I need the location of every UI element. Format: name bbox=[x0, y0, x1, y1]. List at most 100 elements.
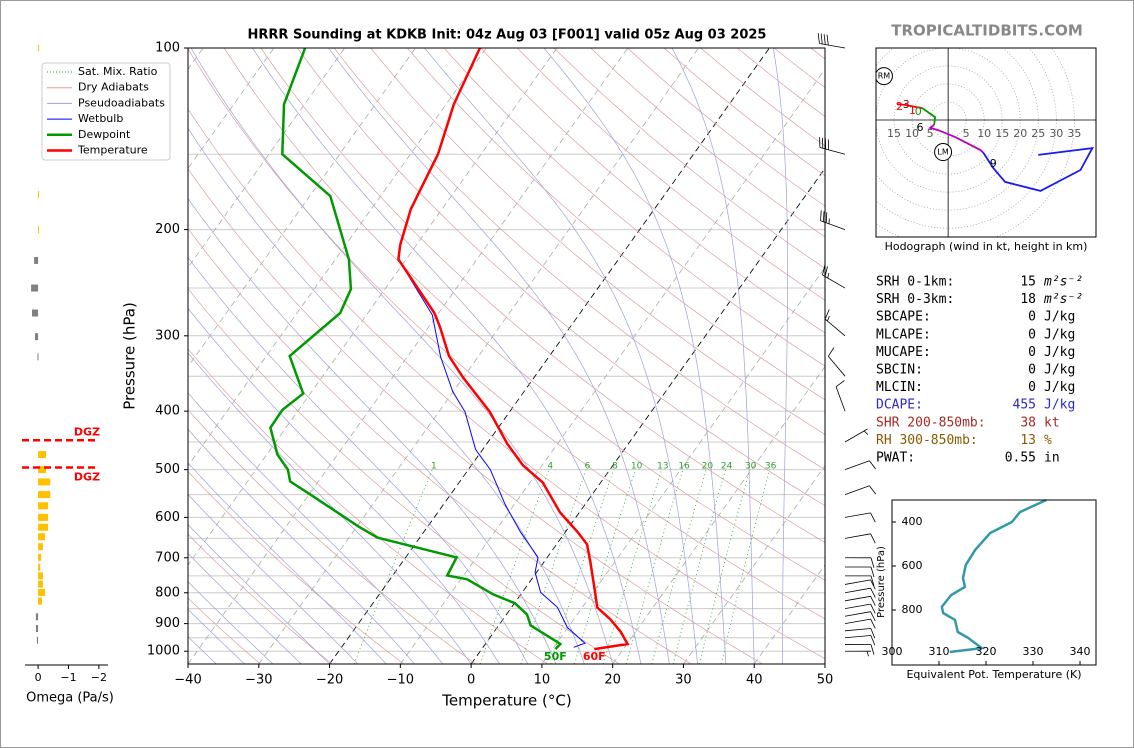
plot-area: 1 4 6 8 10 13 16 20 24 30 36 bbox=[188, 48, 825, 664]
theta-e-line bbox=[940, 498, 1047, 654]
mixing-ratio-line bbox=[721, 469, 770, 664]
x-tick-label: 30 bbox=[675, 673, 692, 688]
watermark: TROPICALTIDBITS.COM bbox=[891, 22, 1083, 40]
dry-adiabat bbox=[188, 168, 763, 664]
height-label: 9 bbox=[990, 157, 997, 170]
hodograph-line bbox=[921, 107, 937, 126]
stat-label: SHR 200-850mb: bbox=[876, 415, 986, 430]
legend-label: Sat. Mix. Ratio bbox=[78, 65, 158, 78]
omega-bar bbox=[38, 533, 46, 541]
pseudoadiabat bbox=[543, 48, 727, 664]
dry-adiabat bbox=[260, 48, 825, 544]
pseudoadiabat bbox=[188, 462, 387, 664]
omega-bar bbox=[38, 451, 46, 459]
storm-motion-label: LM bbox=[937, 148, 948, 157]
omega-bar bbox=[38, 466, 46, 474]
pseudoadiabat bbox=[188, 552, 302, 664]
mixing-ratio-line bbox=[602, 469, 663, 664]
surface-label: 60F bbox=[583, 650, 606, 663]
isotherm bbox=[188, 48, 275, 170]
dry-adiabat bbox=[480, 48, 825, 334]
x-tick-label: −40 bbox=[174, 673, 201, 688]
wind-barb bbox=[835, 380, 846, 412]
omega-bar bbox=[38, 580, 43, 588]
x-tick-label: 10 bbox=[534, 673, 551, 688]
ring-label: 15 bbox=[887, 127, 901, 140]
stat-unit: J/kg bbox=[1044, 363, 1075, 378]
wind-barb bbox=[844, 587, 876, 598]
stat-label: PWAT: bbox=[876, 451, 915, 466]
pseudoadiabat bbox=[671, 48, 755, 664]
legend-box bbox=[41, 62, 171, 161]
dry-adiabat bbox=[407, 48, 825, 401]
x-tick-label: 50 bbox=[817, 673, 834, 688]
stat-value: 0 bbox=[1028, 310, 1036, 325]
omega-bar bbox=[38, 523, 49, 531]
x-tick-label: −30 bbox=[245, 673, 272, 688]
x-tick-label: 320 bbox=[976, 645, 997, 658]
storm-motion-marker bbox=[934, 143, 953, 162]
x-tick-label: 20 bbox=[604, 673, 621, 688]
wind-barb bbox=[844, 611, 876, 622]
ring-label: 20 bbox=[1013, 127, 1027, 140]
stat-value: 13 bbox=[1020, 433, 1036, 448]
wind-barb bbox=[817, 33, 846, 49]
pseudoadiabat bbox=[188, 581, 274, 664]
pseudoadiabat bbox=[188, 608, 245, 664]
dry-adiabat bbox=[517, 48, 825, 301]
mixing-ratio-label: 30 bbox=[745, 461, 757, 471]
omega-bar bbox=[35, 613, 39, 621]
wind-barb bbox=[819, 137, 846, 155]
stat-value: 0 bbox=[1028, 363, 1036, 378]
x-tick-label: 40 bbox=[746, 673, 763, 688]
stat-unit: J/kg bbox=[1044, 380, 1075, 395]
storm-motion-marker bbox=[876, 67, 893, 86]
pseudoadiabat bbox=[772, 48, 788, 664]
y-tick-label: 600 bbox=[155, 510, 180, 525]
stat-unit: J/kg bbox=[1044, 345, 1075, 360]
omega-bar bbox=[38, 588, 46, 596]
omega-bar bbox=[38, 44, 40, 52]
height-label: 1 bbox=[909, 104, 916, 117]
hodograph-caption: Hodograph (wind in kt, height in km) bbox=[885, 240, 1088, 253]
stat-unit: J/kg bbox=[1044, 398, 1075, 413]
stat-label: SBCAPE: bbox=[876, 310, 931, 325]
omega-bar bbox=[38, 597, 43, 605]
mixing-ratio-label: 1 bbox=[431, 461, 437, 471]
pseudoadiabat bbox=[188, 428, 415, 664]
dry-adiabat bbox=[188, 348, 548, 664]
stat-unit: J/kg bbox=[1044, 310, 1075, 325]
dry-adiabat bbox=[223, 48, 825, 581]
omega-bar bbox=[38, 491, 51, 499]
wind-barb bbox=[844, 595, 876, 606]
dgz-label: DGZ bbox=[74, 471, 100, 484]
stat-label: RH 300-850mb: bbox=[876, 433, 978, 448]
stat-value: 0 bbox=[1028, 345, 1036, 360]
omega-bar bbox=[31, 309, 39, 317]
dry-adiabat bbox=[188, 228, 692, 664]
wind-barb bbox=[844, 618, 876, 629]
mixing-ratio-line bbox=[626, 469, 684, 664]
stat-label: SBCIN: bbox=[876, 363, 923, 378]
mixing-ratio-label: 24 bbox=[721, 461, 733, 471]
dry-adiabat bbox=[443, 48, 825, 367]
mixing-ratio-label: 8 bbox=[612, 461, 618, 471]
wind-barb bbox=[844, 644, 875, 655]
pseudoadiabat bbox=[328, 48, 670, 664]
x-axis-label: Equivalent Pot. Temperature (K) bbox=[906, 668, 1081, 681]
omega-bar bbox=[38, 502, 49, 510]
y-tick-label: 400 bbox=[155, 404, 180, 419]
x-axis-label: Omega (Pa/s) bbox=[26, 691, 114, 706]
storm-motion-label: RM bbox=[878, 72, 891, 81]
legend-label: Dry Adiabats bbox=[78, 81, 149, 94]
y-tick-label: 500 bbox=[155, 462, 180, 477]
hodograph-frame bbox=[875, 47, 1097, 238]
wind-barb bbox=[844, 628, 876, 639]
stat-value: 0 bbox=[1028, 380, 1036, 395]
x-tick-label: 340 bbox=[1070, 645, 1091, 658]
x-axis-label: Temperature (°C) bbox=[441, 692, 571, 710]
wind-barb bbox=[844, 579, 876, 590]
